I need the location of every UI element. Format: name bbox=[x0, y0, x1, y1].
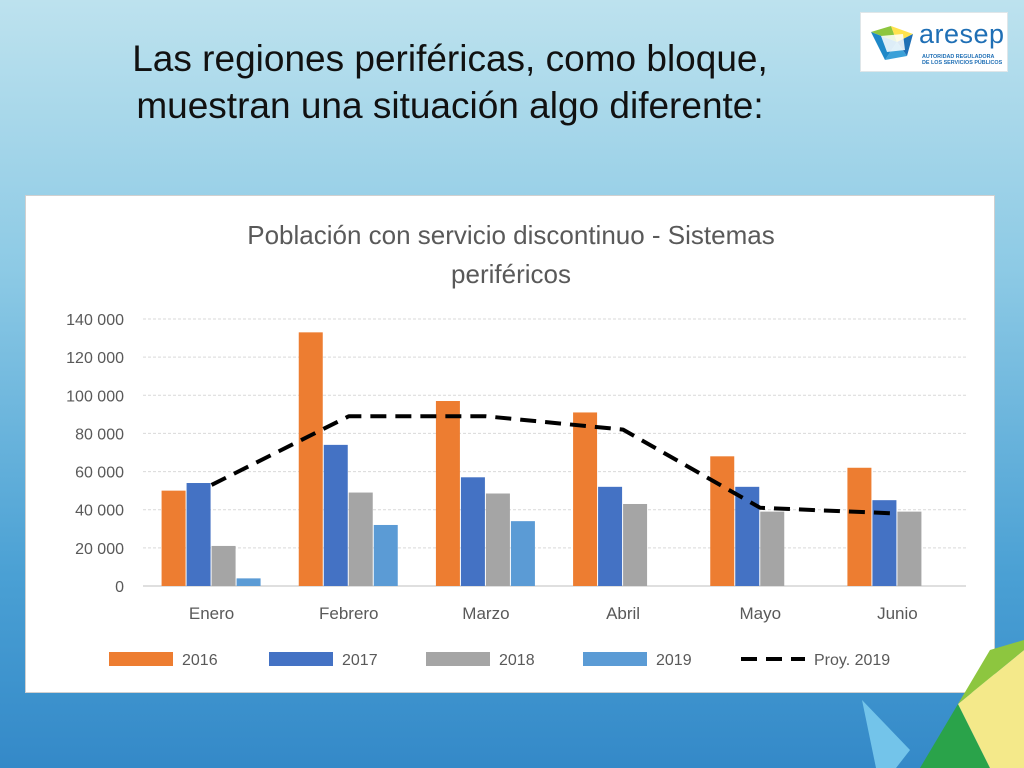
slide-title-line-1: Las regiones periféricas, como bloque, bbox=[132, 38, 768, 79]
x-tick-label: Febrero bbox=[319, 604, 379, 623]
y-tick-label: 20 000 bbox=[75, 541, 124, 558]
chart-title-line-1: Población con servicio discontinuo - Sis… bbox=[247, 220, 774, 250]
chart-panel: Población con servicio discontinuo - Sis… bbox=[25, 195, 995, 693]
bar-2017-abril bbox=[598, 486, 623, 586]
x-tick-label: Junio bbox=[877, 604, 918, 623]
logo-tagline-1: AUTORIDAD REGULADORA bbox=[922, 54, 995, 60]
x-axis-ticks: Enero Febrero Marzo Abril Mayo Junio bbox=[189, 604, 918, 623]
legend-swatch-2019 bbox=[583, 652, 647, 666]
aresep-star-icon bbox=[871, 26, 913, 60]
bar-2018-marzo bbox=[485, 493, 510, 586]
legend-swatch-2017 bbox=[269, 652, 333, 666]
bar-line-chart: Población con servicio discontinuo - Sis… bbox=[66, 220, 966, 669]
bar-2019-enero bbox=[236, 578, 261, 586]
bar-2016-junio bbox=[847, 467, 872, 586]
gridlines bbox=[143, 318, 966, 587]
bar-2018-mayo bbox=[760, 511, 785, 586]
x-tick-label: Abril bbox=[606, 604, 640, 623]
x-tick-label: Mayo bbox=[739, 604, 781, 623]
bar-2018-febrero bbox=[348, 492, 373, 586]
bar-2016-enero bbox=[161, 490, 186, 586]
y-tick-label: 120 000 bbox=[66, 350, 124, 367]
y-tick-label: 40 000 bbox=[75, 503, 124, 520]
slide-title: Las regiones periféricas, como bloque, m… bbox=[60, 36, 840, 130]
slide-title-line-2: muestran una situación algo diferente: bbox=[136, 84, 764, 126]
bar-2017-marzo bbox=[460, 477, 485, 586]
bar-2016-marzo bbox=[435, 401, 460, 586]
line-proy-2019 bbox=[210, 414, 898, 516]
y-tick-label: 140 000 bbox=[66, 312, 124, 329]
y-tick-label: 0 bbox=[115, 579, 124, 596]
logo-name: aresep bbox=[919, 19, 1005, 49]
corner-decoration bbox=[862, 640, 1024, 768]
legend-label: 2016 bbox=[182, 652, 218, 669]
x-tick-label: Enero bbox=[189, 604, 234, 623]
chart-title-line-2: periféricos bbox=[451, 259, 571, 289]
y-axis-ticks: 0 20 000 40 000 60 000 80 000 100 000 120 000 1… bbox=[66, 312, 124, 596]
y-tick-label: 60 000 bbox=[75, 465, 124, 482]
logo-tagline-2: DE LOS SERVICIOS PÚBLICOS bbox=[922, 60, 1003, 66]
aresep-logo: aresep AUTORIDAD REGULADORA DE LOS SERVI… bbox=[860, 12, 1008, 72]
y-tick-label: 100 000 bbox=[66, 388, 124, 405]
y-tick-label: 80 000 bbox=[75, 426, 124, 443]
bar-2018-enero bbox=[211, 545, 236, 586]
bars bbox=[161, 332, 922, 586]
bar-2019-febrero bbox=[373, 524, 398, 586]
x-tick-label: Marzo bbox=[462, 604, 509, 623]
projection-line bbox=[210, 414, 898, 516]
bar-2018-abril bbox=[623, 503, 648, 586]
legend-label: 2019 bbox=[656, 652, 692, 669]
legend: 2016 2017 2018 2019 Proy. 2019 bbox=[109, 652, 890, 669]
legend-swatch-2016 bbox=[109, 652, 173, 666]
legend-label: Proy. 2019 bbox=[814, 652, 890, 669]
legend-label: 2018 bbox=[499, 652, 535, 669]
bar-2016-febrero bbox=[298, 332, 323, 586]
bar-2017-enero bbox=[186, 483, 211, 586]
legend-swatch-2018 bbox=[426, 652, 490, 666]
bar-2017-febrero bbox=[323, 444, 348, 586]
bar-2016-abril bbox=[573, 412, 598, 586]
bar-2019-marzo bbox=[510, 521, 535, 586]
bar-2018-junio bbox=[897, 511, 922, 586]
legend-label: 2017 bbox=[342, 652, 378, 669]
bar-2017-mayo bbox=[735, 486, 760, 586]
bar-2016-mayo bbox=[710, 456, 735, 586]
